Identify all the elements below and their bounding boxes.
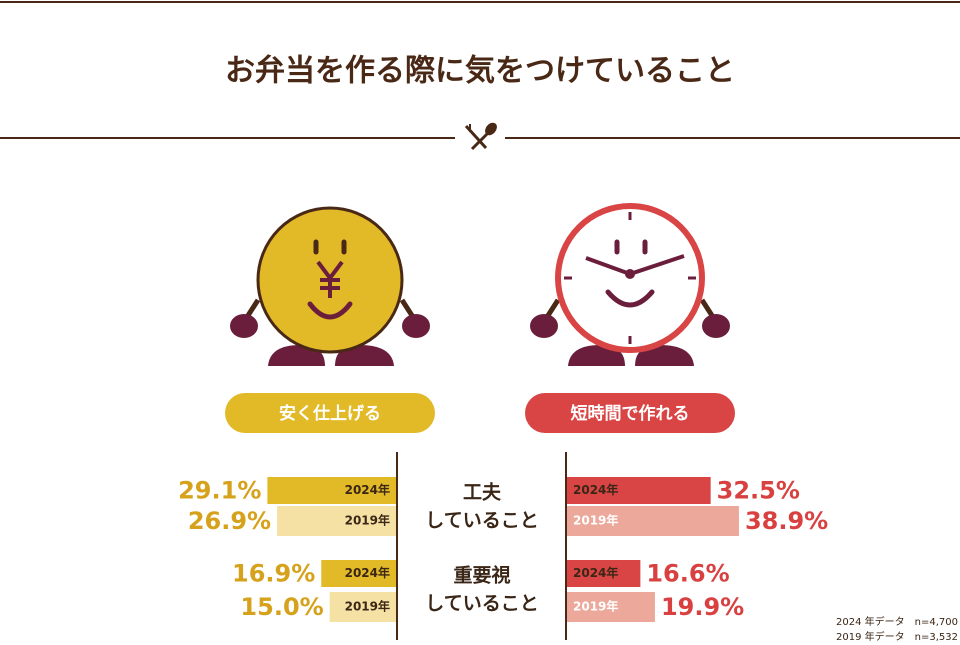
coin-character: [230, 206, 430, 366]
bar: [567, 560, 641, 587]
value-label: 16.9%: [232, 560, 315, 588]
value-label: 16.6%: [646, 560, 729, 588]
value-label: 32.5%: [717, 477, 800, 505]
bar: [321, 560, 396, 587]
value-label: 29.1%: [178, 477, 261, 505]
category-label: していること: [425, 593, 538, 615]
panel-pill: [525, 393, 735, 433]
bar: [329, 592, 396, 622]
clock-character: [530, 203, 730, 366]
panel-title: 短時間で作れる: [571, 403, 690, 424]
note: 2019 年データ n=3,532: [836, 630, 958, 643]
panel-title: 安く仕上げる: [279, 403, 381, 424]
series-label: 2019年: [345, 513, 390, 528]
series-label: 2019年: [345, 599, 390, 614]
value-label: 26.9%: [188, 507, 271, 535]
title: お弁当を作る際に気をつけていること: [225, 54, 735, 89]
series-label: 2019年: [573, 599, 618, 614]
value-label: 15.0%: [240, 593, 323, 621]
divider: [0, 122, 960, 151]
series-label: 2024年: [345, 565, 390, 580]
bar: [567, 506, 739, 536]
series-label: 2024年: [573, 482, 618, 497]
series-label: 2019年: [573, 513, 618, 528]
series-label: 2024年: [345, 482, 390, 497]
value-label: 19.9%: [661, 593, 744, 621]
bar: [567, 592, 655, 622]
note: 2024 年データ n=4,700: [836, 615, 958, 628]
category-label: 工夫: [463, 482, 502, 504]
bar: [267, 477, 396, 504]
value-label: 38.9%: [745, 507, 828, 535]
category-label: していること: [425, 510, 538, 532]
series-label: 2024年: [573, 565, 618, 580]
bar: [277, 506, 396, 536]
bar: [567, 477, 711, 504]
category-label: 重要視: [453, 564, 510, 587]
panel-pill: [225, 393, 435, 433]
